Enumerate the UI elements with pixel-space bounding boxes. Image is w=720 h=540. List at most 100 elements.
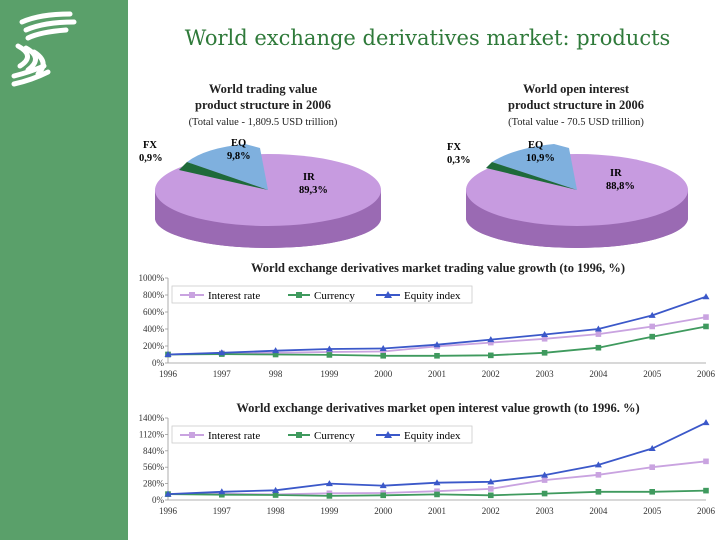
data-point-currency: [380, 492, 386, 499]
data-point-interest-rate: [595, 331, 602, 337]
x-tick-label: 2000: [374, 369, 393, 379]
data-point-equity-index: [379, 345, 387, 352]
data-point-interest-rate: [595, 472, 602, 478]
data-point-equity-index: [379, 482, 387, 489]
x-tick-label: 1997: [213, 369, 232, 379]
x-tick-label: 2006: [697, 506, 716, 516]
data-point-currency: [434, 352, 440, 359]
pie-chart-open-interest: World open interest product structure in…: [447, 82, 688, 248]
x-tick-label: 1996: [159, 506, 178, 516]
x-tick-label: 2004: [589, 369, 608, 379]
data-point-equity-index: [487, 478, 495, 485]
data-point-equity-index: [541, 471, 549, 478]
data-point-equity-index: [218, 349, 226, 356]
pie-label-fx-name: FX: [447, 142, 461, 153]
x-tick-label: 1998: [267, 506, 286, 516]
data-point-currency: [595, 344, 602, 351]
data-point-interest-rate: [541, 477, 548, 483]
data-point-equity-index: [272, 486, 280, 493]
legend-item-equity-index: Equity index: [376, 290, 461, 302]
y-tick-label: 280%: [143, 479, 165, 489]
company-logo-icon: [11, 11, 77, 87]
pie-label-fx-name: FX: [143, 140, 157, 151]
data-point-equity-index: [325, 345, 333, 352]
data-point-equity-index: [487, 336, 495, 343]
legend-box: Interest rate Currency Equity index: [171, 285, 473, 304]
data-point-currency: [541, 350, 548, 356]
data-point-interest-rate: [488, 486, 494, 492]
data-point-equity-index: [164, 351, 172, 357]
x-tick-label: 2002: [482, 369, 500, 379]
y-tick-label: 0%: [152, 358, 165, 368]
legend-label: Interest rate: [208, 430, 260, 442]
pie-slice-eq: [492, 144, 577, 190]
data-point-equity-index: [594, 461, 602, 468]
data-point-interest-rate: [326, 349, 333, 355]
pie-label-ir-name: IR: [610, 168, 622, 179]
data-point-equity-index: [272, 347, 280, 354]
x-tick-label: 2006: [697, 369, 716, 379]
x-tick-label: 1999: [320, 369, 339, 379]
data-point-currency: [272, 351, 279, 358]
data-point-currency: [488, 492, 494, 499]
slide-title: World exchange derivatives market: produ…: [184, 26, 671, 50]
x-tick-label: 2001: [428, 369, 446, 379]
pie-title-line-1: World trading value: [209, 82, 318, 96]
data-point-currency: [649, 489, 655, 495]
y-tick-label: 560%: [143, 462, 165, 472]
pie-label-eq-name: EQ: [528, 140, 543, 151]
data-point-equity-index: [433, 479, 441, 486]
legend-label: Equity index: [404, 290, 461, 302]
pie-title-line-1: World open interest: [523, 82, 630, 96]
y-tick-label: 400%: [143, 324, 165, 334]
line-chart-open-interest-growth: World exchange derivatives market open i…: [139, 401, 716, 516]
data-point-interest-rate: [434, 488, 440, 495]
pie-label-ir-name: IR: [303, 172, 315, 183]
data-point-currency: [541, 490, 548, 497]
data-point-currency: [595, 489, 602, 495]
data-point-equity-index: [702, 419, 710, 426]
data-point-currency: [434, 491, 440, 498]
x-tick-label: 2005: [643, 369, 662, 379]
data-point-equity-index: [648, 311, 656, 318]
y-tick-label: 1400%: [139, 413, 165, 423]
y-tick-label: 1000%: [139, 273, 165, 283]
x-tick-label: 2000: [374, 506, 393, 516]
chart-title: World exchange derivatives market open i…: [236, 401, 639, 415]
pie-label-fx-value: 0,3%: [447, 155, 471, 166]
pie-label-eq-name: EQ: [231, 138, 246, 149]
x-tick-label: 2003: [536, 506, 555, 516]
y-tick-label: 0%: [152, 495, 165, 505]
pie-title-line-2: product structure in 2006: [508, 98, 644, 112]
pie-title-line-2: product structure in 2006: [195, 98, 331, 112]
legend-box: Interest rate Currency Equity index: [171, 425, 473, 444]
data-point-currency: [703, 487, 709, 494]
data-point-currency: [649, 333, 655, 340]
data-point-equity-index: [594, 325, 602, 332]
data-point-equity-index: [541, 331, 549, 338]
left-sidebar: [0, 0, 128, 540]
y-tick-label: 840%: [143, 446, 165, 456]
legend-item-currency: Currency: [288, 430, 355, 442]
data-point-currency: [380, 352, 386, 359]
pie-slice-eq: [187, 144, 268, 190]
pie-slice-fx: [179, 162, 268, 190]
data-point-interest-rate: [703, 314, 709, 320]
legend-label: Interest rate: [208, 290, 260, 302]
y-tick-label: 200%: [143, 341, 165, 351]
x-tick-label: 2003: [536, 369, 555, 379]
data-point-equity-index: [218, 488, 226, 495]
data-point-interest-rate: [380, 348, 386, 355]
data-point-equity-index: [325, 480, 333, 487]
data-point-equity-index: [433, 341, 441, 348]
data-point-currency: [326, 493, 333, 499]
line-chart-trading-value-growth: World exchange derivatives market tradin…: [139, 261, 716, 379]
data-point-currency: [488, 352, 494, 359]
data-point-currency: [326, 352, 333, 358]
legend-label: Currency: [314, 290, 355, 302]
x-tick-label: 1997: [213, 506, 232, 516]
y-tick-label: 600%: [143, 307, 165, 317]
pie-label-ir-value: 88,8%: [606, 181, 635, 192]
pie-label-fx-value: 0,9%: [139, 153, 163, 164]
data-point-interest-rate: [703, 458, 709, 465]
